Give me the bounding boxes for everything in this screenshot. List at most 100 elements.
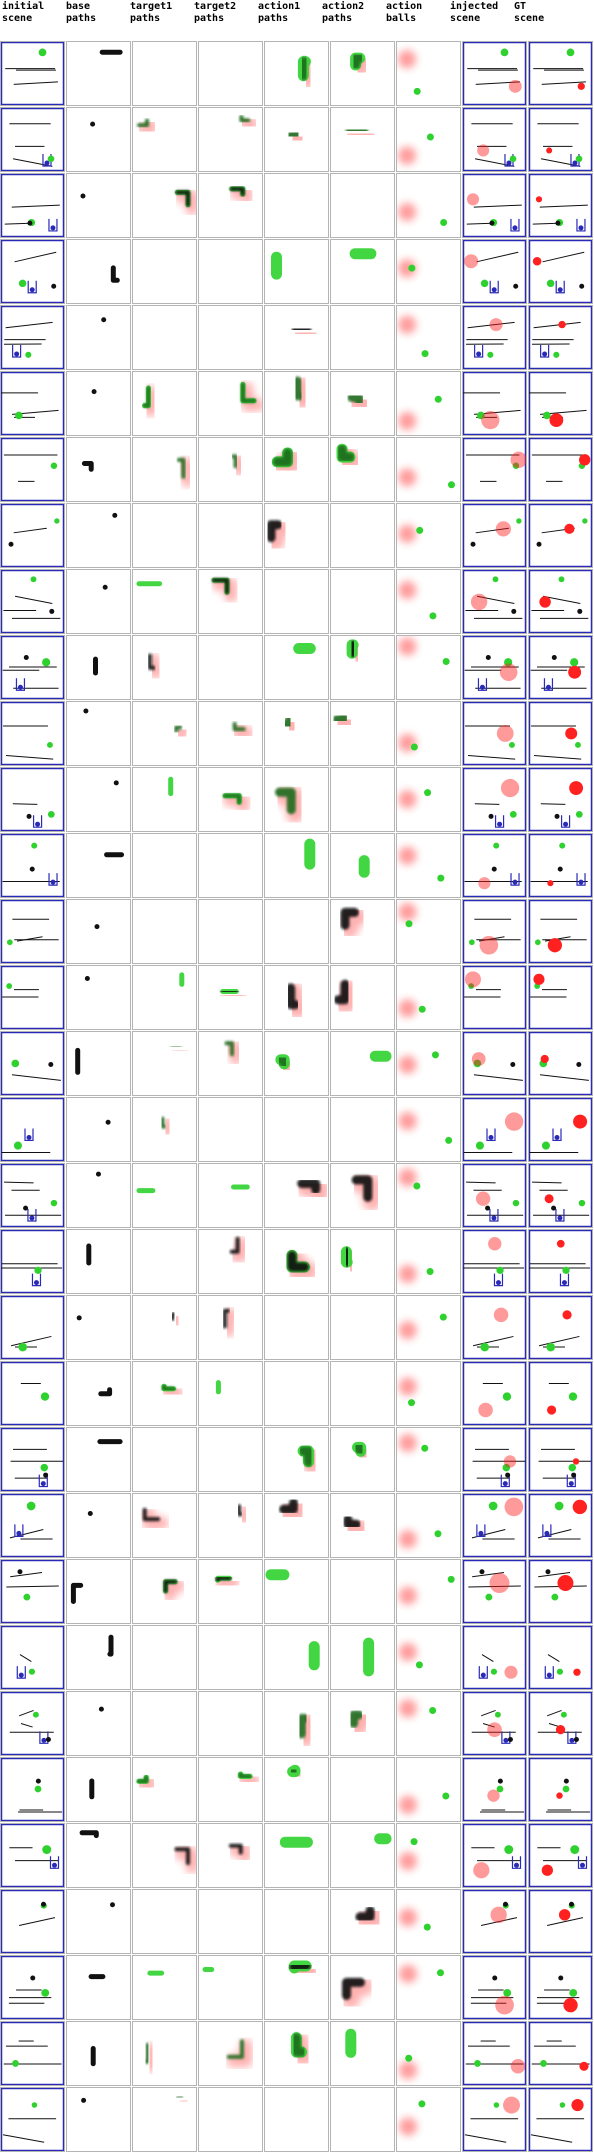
cell-figure [80, 193, 86, 199]
dark-path [349, 1710, 364, 1728]
column-header-line1: action2 [322, 1, 365, 12]
cell-figure [463, 834, 526, 897]
scene-red-ball [568, 665, 582, 679]
scene-container [489, 1208, 499, 1222]
red-blob [398, 1699, 417, 1718]
grid-cell [462, 635, 527, 700]
grid-cell [528, 1757, 593, 1822]
scene-green-ball [496, 1266, 504, 1274]
cell-figure [1, 570, 64, 633]
grid-cell [528, 1031, 593, 1096]
green-ball [442, 1792, 450, 1800]
scene-red-blob [470, 593, 488, 611]
grid-cell [0, 1031, 65, 1096]
grid-cell [0, 635, 65, 700]
grid-cell [330, 41, 395, 106]
cell-figure [297, 56, 319, 90]
grid-cell [396, 1757, 461, 1822]
cell-figure [463, 1626, 526, 1689]
grid-cell [0, 965, 65, 1030]
scene-green-ball [493, 842, 500, 849]
scene-red-blob [478, 877, 491, 890]
grid-cell [132, 503, 197, 568]
dark-path [342, 1977, 365, 2000]
grid-cell [66, 1559, 131, 1624]
cell-figure [360, 1102, 380, 1133]
dark-path [296, 1714, 310, 1739]
scene-frame [463, 1428, 526, 1491]
dark-path [142, 386, 151, 408]
scene-line [472, 1572, 505, 1578]
scene-black-ball [545, 1569, 551, 1575]
scene-container [27, 280, 37, 294]
scene-black-ball [551, 654, 557, 660]
grid-cell [198, 1757, 263, 1822]
scene-line [467, 321, 515, 329]
scene-container [477, 678, 488, 691]
red-haze [230, 453, 247, 477]
scene-red-ball [547, 880, 554, 887]
scene-blue-ball [26, 1134, 32, 1140]
cell-figure [398, 1051, 439, 1074]
scene-blue-ball [50, 879, 56, 885]
grid-cell [462, 1031, 527, 1096]
scene-black-ball [505, 1472, 511, 1478]
grid-cell [396, 437, 461, 502]
scene-frame [1, 1626, 64, 1689]
cell-figure [142, 1507, 169, 1530]
cell-figure [165, 261, 179, 291]
scene-red-blob [504, 1665, 518, 1679]
column-header-line2: paths [194, 13, 225, 24]
scene-red-ball [579, 454, 591, 466]
cell-figure [463, 1428, 526, 1491]
scene-blue-ball [40, 1481, 46, 1487]
green-ball [421, 1444, 429, 1452]
cell-figure [1, 702, 64, 765]
grid-cell [528, 2021, 593, 2086]
cell-figure [70, 1582, 84, 1604]
cell-figure [1, 1230, 64, 1293]
scene-line [480, 1917, 518, 1927]
cell-figure [107, 1634, 114, 1657]
grid-cell [264, 1097, 329, 1162]
cell-figure [1, 174, 64, 237]
dark-path [345, 125, 369, 136]
scene-frame [463, 108, 526, 171]
scene-line [547, 1654, 560, 1662]
grid-cell [264, 107, 329, 172]
grid-cell [330, 1229, 395, 1294]
grid-cell [66, 1097, 131, 1162]
scene-frame [1, 1758, 64, 1821]
column-header-line1: injected [450, 1, 499, 12]
scene-line [476, 595, 515, 604]
scene-frame [463, 1296, 526, 1359]
red-blob [398, 1586, 417, 1605]
grid-cell [396, 239, 461, 304]
grid-cell [66, 41, 131, 106]
dark-path [281, 715, 294, 729]
red-blob [398, 1055, 417, 1074]
scene-frame [1, 1560, 64, 1623]
scene-frame [463, 1032, 526, 1095]
cell-figure [1, 1890, 64, 1953]
scene-black-ball [30, 1975, 36, 1981]
grid-cell [396, 1889, 461, 1954]
scene-frame [529, 1164, 592, 1227]
scene-red-blob [478, 1402, 493, 1418]
dark-path [286, 983, 300, 1010]
cell-figure [136, 1774, 157, 1792]
green-ball [439, 1313, 447, 1321]
red-blob [398, 259, 417, 278]
grid-cell [198, 899, 263, 964]
cell-figure [168, 776, 182, 805]
scene-frame [1, 834, 64, 897]
scene-red-blob [504, 1112, 524, 1131]
dark-path [175, 190, 190, 207]
column-header-line1: GT [514, 1, 527, 12]
grid-cell [198, 173, 263, 238]
grid-cell [396, 1361, 461, 1426]
dark-path [223, 793, 242, 805]
scene-green-ball [570, 658, 579, 667]
grid-cell [198, 371, 263, 436]
grid-cell [198, 41, 263, 106]
